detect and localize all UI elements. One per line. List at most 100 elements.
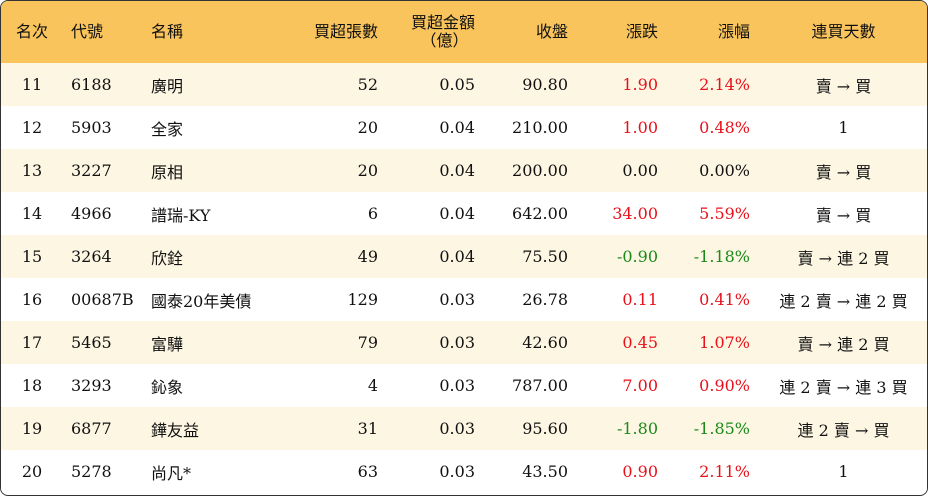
cell-code[interactable]: 5465 [71,333,112,352]
table-header: 名次 代號 名稱 買超張數 買超金額 （億） 收盤 漲跌 漲幅 連買天數 [1,1,927,63]
table-row[interactable]: 19 6877 鏵友益 31 0.03 95.60 -1.80 -1.85% 連 2 賣 → 買 [1,407,927,450]
cell-rank: 12 [21,118,43,137]
cell-name[interactable]: 全家 [151,119,184,139]
cell-change: -1.80 [616,419,658,438]
header-net-amount-line1: 買超金額 [410,13,475,32]
cell-net-lots: 20 [357,118,378,137]
cell-net-amount: 0.03 [439,376,475,395]
cell-net-amount: 0.04 [439,204,475,223]
cell-streak: 1 [838,462,849,481]
cell-net-lots: 63 [357,462,378,481]
cell-code[interactable]: 6877 [71,419,112,438]
cell-net-lots: 129 [347,290,378,309]
cell-code[interactable]: 6188 [71,75,112,94]
header-row: 名次 代號 名稱 買超張數 買超金額 （億） 收盤 漲跌 漲幅 連買天數 [1,1,927,63]
cell-change: 0.11 [622,290,658,309]
cell-streak: 賣 → 連 2 買 [797,248,890,268]
cell-net-amount: 0.05 [439,75,475,94]
table-row[interactable]: 13 3227 原相 20 0.04 200.00 0.00 0.00% 賣 → 買 [1,149,927,192]
cell-close: 43.50 [522,462,568,481]
table-row[interactable]: 18 3293 鈊象 4 0.03 787.00 7.00 0.90% 連 2 賣 → 連 3 … [1,364,927,407]
cell-streak: 連 2 賣 → 買 [797,420,890,440]
cell-close: 787.00 [512,376,568,395]
header-code[interactable]: 代號 [71,22,104,41]
header-rank[interactable]: 名次 [15,22,48,41]
cell-net-amount: 0.03 [439,462,475,481]
header-name[interactable]: 名稱 [151,22,184,41]
cell-close: 95.60 [522,419,568,438]
cell-net-lots: 49 [357,247,378,266]
cell-streak: 連 2 賣 → 連 3 買 [779,377,908,397]
table-body: 11 6188 廣明 52 0.05 90.80 1.90 2.14% 賣 → 買 12 5903 全… [1,63,927,493]
table-row[interactable]: 11 6188 廣明 52 0.05 90.80 1.90 2.14% 賣 → 買 [1,63,927,106]
cell-pct: 2.11% [699,462,750,481]
cell-name[interactable]: 譜瑞-KY [151,205,211,225]
cell-net-amount: 0.04 [439,161,475,180]
cell-net-amount: 0.03 [439,333,475,352]
cell-streak: 1 [838,118,849,137]
cell-change: 1.00 [622,118,658,137]
cell-streak: 賣 → 買 [815,76,872,96]
cell-net-lots: 31 [357,419,378,438]
table-row[interactable]: 12 5903 全家 20 0.04 210.00 1.00 0.48% 1 [1,106,927,149]
cell-code[interactable]: 3264 [71,247,112,266]
cell-pct: -1.18% [693,247,750,266]
cell-name[interactable]: 廣明 [151,76,184,96]
cell-net-amount: 0.03 [439,290,475,309]
cell-rank: 20 [21,462,43,481]
cell-rank: 16 [21,290,43,309]
cell-rank: 14 [21,204,43,223]
header-change[interactable]: 漲跌 [625,22,658,41]
cell-code[interactable]: 3293 [71,376,112,395]
cell-net-lots: 4 [367,376,378,395]
cell-close: 200.00 [512,161,568,180]
header-streak[interactable]: 連買天數 [811,22,876,41]
cell-rank: 11 [21,75,43,94]
cell-rank: 17 [21,333,43,352]
header-close[interactable]: 收盤 [535,22,568,41]
cell-streak: 連 2 賣 → 連 2 買 [779,291,908,311]
cell-pct: 0.48% [699,118,750,137]
cell-net-amount: 0.04 [439,247,475,266]
table-row[interactable]: 20 5278 尚凡* 63 0.03 43.50 0.90 2.11% 1 [1,450,927,493]
table-row[interactable]: 14 4966 譜瑞-KY 6 0.04 642.00 34.00 5.59% 賣 → 買 [1,192,927,235]
cell-change: 0.00 [622,161,658,180]
cell-net-lots: 6 [367,204,378,223]
cell-name[interactable]: 原相 [151,162,184,182]
cell-change: 7.00 [622,376,658,395]
cell-pct: -1.85% [693,419,750,438]
cell-code[interactable]: 5278 [71,462,112,481]
cell-pct: 1.07% [699,333,750,352]
header-net-amount[interactable]: 買超金額 （億） [388,1,485,63]
table-row[interactable]: 16 00687B 國泰20年美債 129 0.03 26.78 0.11 0.41% 連 2 … [1,278,927,321]
cell-name[interactable]: 鈊象 [151,377,184,397]
cell-net-amount: 0.03 [439,419,475,438]
cell-streak: 賣 → 連 2 買 [797,334,890,354]
cell-pct: 2.14% [699,75,750,94]
cell-name[interactable]: 欣銓 [151,248,184,268]
cell-name[interactable]: 尚凡* [151,463,192,483]
cell-close: 642.00 [512,204,568,223]
header-net-lots[interactable]: 買超張數 [313,22,378,41]
cell-code[interactable]: 3227 [71,161,112,180]
cell-name[interactable]: 富驊 [151,334,184,354]
cell-change: 0.90 [622,462,658,481]
cell-close: 42.60 [522,333,568,352]
cell-net-lots: 79 [357,333,378,352]
table-row[interactable]: 15 3264 欣銓 49 0.04 75.50 -0.90 -1.18% 賣 → 連 2 買 [1,235,927,278]
cell-code[interactable]: 5903 [71,118,112,137]
cell-streak: 賣 → 買 [815,205,872,225]
cell-net-amount: 0.04 [439,118,475,137]
header-pct[interactable]: 漲幅 [717,22,750,41]
header-net-amount-line2: （億） [420,31,469,50]
cell-name[interactable]: 國泰20年美債 [151,291,252,311]
cell-close: 75.50 [522,247,568,266]
cell-net-lots: 20 [357,161,378,180]
cell-name[interactable]: 鏵友益 [151,420,200,440]
cell-code[interactable]: 4966 [71,204,112,223]
cell-code[interactable]: 00687B [71,290,134,309]
table-row[interactable]: 17 5465 富驊 79 0.03 42.60 0.45 1.07% 賣 → 連 2 買 [1,321,927,364]
cell-rank: 13 [21,161,43,180]
